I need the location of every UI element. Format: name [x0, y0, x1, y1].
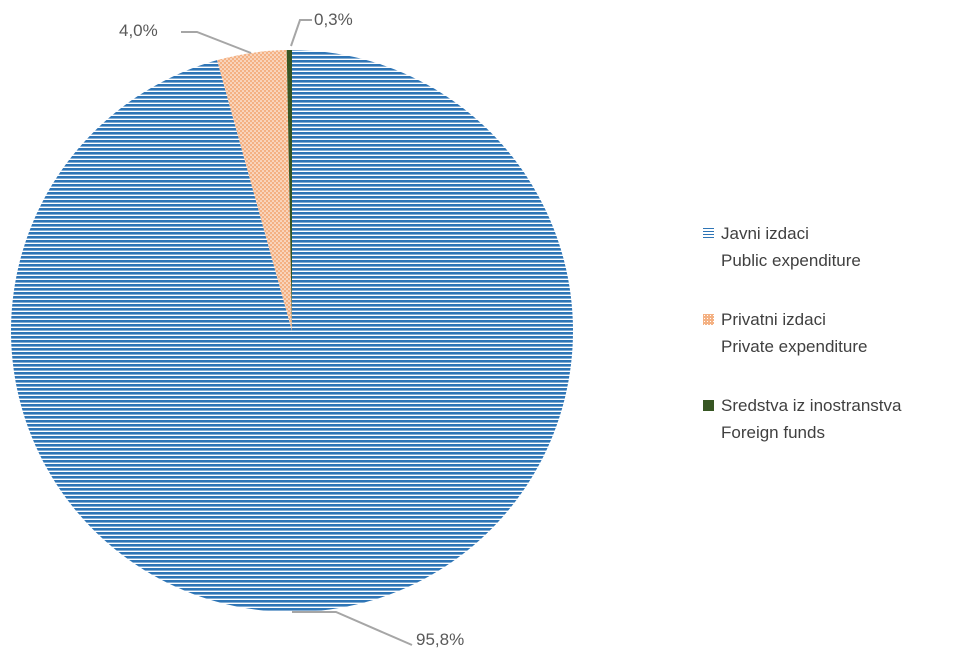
- pie-slice-foreign: [286, 50, 292, 331]
- data-label-foreign: 0,3%: [314, 10, 353, 29]
- legend-swatch-private: [703, 314, 714, 325]
- leader-line-foreign: [290, 19, 312, 47]
- legend-label-private-line2: Private expenditure: [721, 337, 868, 356]
- data-label-public: 95,8%: [416, 630, 464, 649]
- legend-item-public: Javni izdaci Public expenditure: [703, 220, 955, 306]
- legend-swatch-public: [703, 228, 714, 239]
- leader-line-public: [292, 611, 413, 646]
- legend-label-public-line1: Javni izdaci: [721, 224, 809, 243]
- legend-label-public-line2: Public expenditure: [721, 251, 861, 270]
- legend-label-private-line1: Privatni izdaci: [721, 310, 826, 329]
- leader-line-private: [181, 31, 252, 54]
- legend-label-foreign-line1: Sredstva iz inostranstva: [721, 396, 902, 415]
- legend-item-foreign: Sredstva iz inostranstva Foreign funds: [703, 392, 955, 478]
- pie-chart: 95,8% 4,0% 0,3%: [10, 10, 573, 649]
- legend-label-foreign-line2: Foreign funds: [721, 423, 825, 442]
- pie-slice-public: [10, 50, 573, 612]
- pie-slice-private: [217, 50, 292, 332]
- data-label-private: 4,0%: [119, 21, 158, 40]
- legend-swatch-foreign: [703, 400, 714, 411]
- legend: Javni izdaci Public expenditure Privatni…: [703, 220, 955, 478]
- legend-item-private: Privatni izdaci Private expenditure: [703, 306, 955, 392]
